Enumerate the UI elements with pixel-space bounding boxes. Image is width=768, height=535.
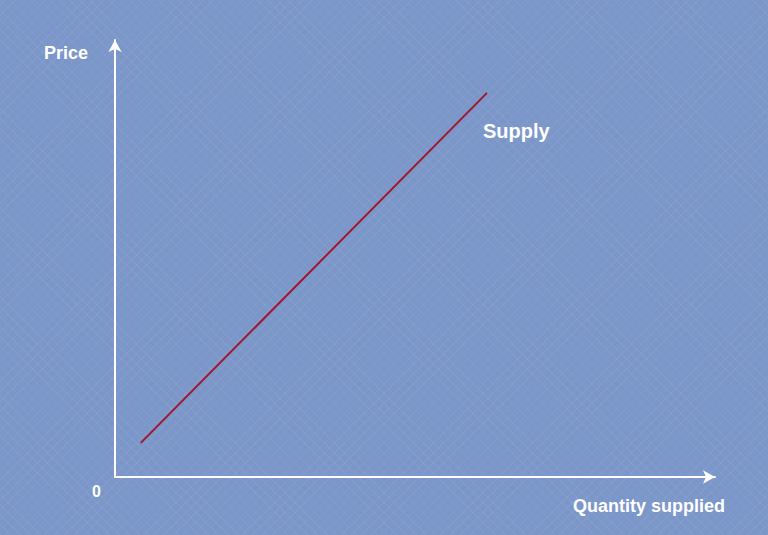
svg-text:Supply: Supply <box>483 120 551 142</box>
svg-text:Price: Price <box>44 43 88 63</box>
svg-text:0: 0 <box>92 483 101 500</box>
svg-text:Quantity supplied: Quantity supplied <box>573 496 725 516</box>
